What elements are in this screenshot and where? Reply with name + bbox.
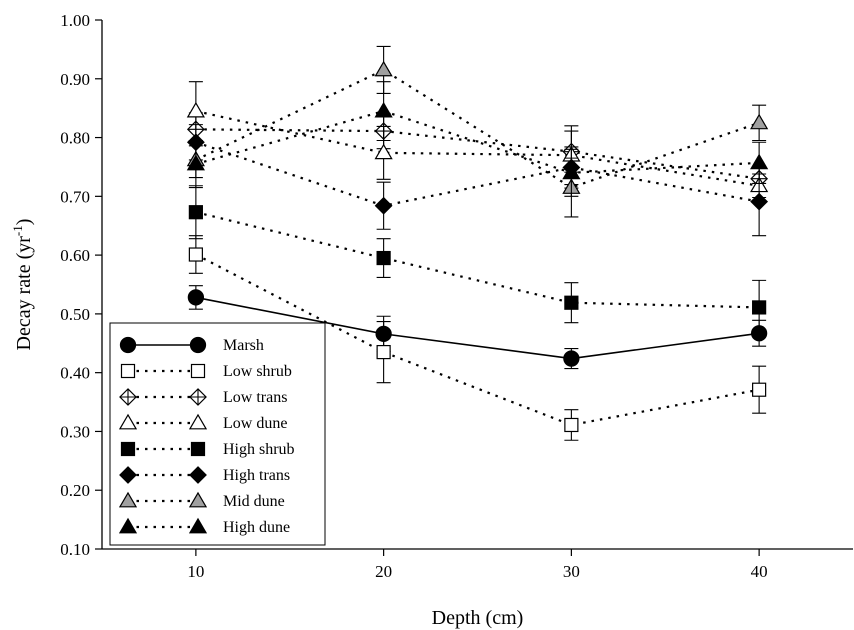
legend-marker-marsh	[119, 336, 137, 354]
legend-label-marsh: Marsh	[223, 337, 264, 354]
legend-box	[109, 322, 326, 546]
point-mid-dune	[750, 113, 769, 130]
legend-entry-marsh: Marsh	[119, 336, 264, 354]
legend-marker-high-shrub	[190, 441, 206, 457]
y-axis-label-close: )	[13, 219, 35, 226]
legend-marker-high-dune	[118, 517, 138, 534]
x-tick-label: 40	[751, 562, 768, 581]
series-line-high-shrub	[195, 211, 760, 309]
x-tick-label: 30	[563, 562, 580, 581]
series-line-low-trans	[195, 128, 760, 180]
y-axis-label-superscript: -1	[10, 225, 25, 236]
point-high-dune	[186, 154, 205, 171]
point-low-shrub	[564, 417, 579, 433]
y-tick-label: 1.00	[60, 11, 90, 30]
legend-entry-low-dune: Low dune	[118, 413, 287, 432]
legend-label-low-shrub: Low shrub	[223, 363, 292, 380]
y-axis-label-main: Decay rate (yr	[13, 236, 35, 351]
legend-marker-high-trans	[119, 466, 137, 484]
point-low-dune	[374, 143, 393, 160]
y-tick-label: 0.50	[60, 305, 90, 324]
x-tick-label: 10	[187, 562, 204, 581]
series-line-low-dune	[195, 110, 760, 187]
series-mid-dune	[186, 45, 769, 218]
y-tick-label: 0.90	[60, 70, 90, 89]
legend-entry-low-trans: Low trans	[119, 388, 287, 406]
point-high-shrub	[564, 295, 579, 310]
point-high-dune	[750, 153, 769, 170]
plot-marks	[186, 45, 769, 441]
point-mid-dune	[374, 60, 393, 77]
series-marsh	[187, 285, 768, 370]
legend-marker-low-shrub	[120, 363, 136, 379]
y-axis-label: Decay rate (yr-1)	[10, 219, 35, 351]
legend-marker-low-dune	[188, 413, 208, 430]
series-line-mid-dune	[195, 68, 760, 189]
legend-entry-high-dune: High dune	[118, 517, 290, 536]
legend-entry-high-trans: High trans	[119, 466, 290, 484]
legend-label-low-trans: Low trans	[223, 389, 287, 406]
legend-label-high-trans: High trans	[223, 467, 290, 484]
y-tick-label: 0.30	[60, 422, 90, 441]
y-tick-label: 0.10	[60, 540, 90, 559]
point-low-shrub	[376, 344, 391, 360]
series-low-shrub	[188, 235, 767, 441]
point-marsh	[187, 289, 205, 306]
point-high-dune	[562, 163, 581, 180]
legend-label-mid-dune: Mid dune	[223, 493, 285, 510]
series-high-dune	[186, 81, 769, 197]
y-axis-ticks: 0.10 0.20 0.30 0.40 0.50 0.60 0.70 0.80 0.90 1.00	[60, 11, 102, 559]
series-line-marsh	[195, 296, 760, 360]
x-axis-label: Depth (cm)	[432, 607, 524, 629]
legend-marker-low-shrub	[190, 363, 206, 379]
series-low-trans	[186, 112, 769, 192]
point-high-shrub	[188, 205, 203, 220]
point-low-shrub	[188, 247, 203, 262]
point-low-shrub	[752, 382, 767, 397]
legend-marker-low-trans-cross	[189, 388, 207, 406]
series-line-high-trans	[195, 141, 760, 207]
series-low-dune	[186, 81, 769, 199]
point-high-trans	[750, 192, 769, 211]
point-high-shrub	[752, 300, 767, 315]
legend-entry-mid-dune: Mid dune	[118, 491, 285, 510]
legend-marker-low-trans-cross	[119, 388, 137, 406]
point-high-dune	[374, 101, 393, 118]
x-tick-label: 20	[375, 562, 392, 581]
legend-marker-high-shrub	[120, 441, 136, 457]
series-line-high-dune	[195, 109, 760, 174]
legend-marker-high-dune	[188, 517, 208, 534]
legend-entry-high-shrub: High shrub	[120, 441, 295, 458]
legend-marker-mid-dune	[118, 491, 138, 508]
legend: Marsh Low shrub Low trans Low dune High shru…	[109, 322, 326, 546]
point-high-shrub	[376, 250, 391, 266]
y-tick-label: 0.40	[60, 364, 90, 383]
legend-label-high-dune: High dune	[223, 519, 290, 536]
point-high-trans	[374, 196, 393, 215]
x-axis-ticks: 10 20 30 40	[187, 549, 768, 581]
y-tick-label: 0.80	[60, 129, 90, 148]
legend-label-low-dune: Low dune	[223, 415, 287, 432]
point-marsh	[563, 350, 580, 367]
legend-marker-low-dune	[118, 413, 138, 430]
legend-marker-high-trans	[189, 466, 207, 484]
y-tick-label: 0.60	[60, 246, 90, 265]
legend-marker-mid-dune	[188, 491, 208, 508]
y-tick-label: 0.70	[60, 187, 90, 206]
y-tick-label: 0.20	[60, 481, 90, 500]
point-low-dune	[186, 101, 205, 118]
legend-entry-low-shrub: Low shrub	[120, 363, 292, 380]
series-high-shrub	[188, 185, 767, 336]
legend-marker-marsh	[189, 336, 207, 354]
legend-label-high-shrub: High shrub	[223, 441, 295, 458]
